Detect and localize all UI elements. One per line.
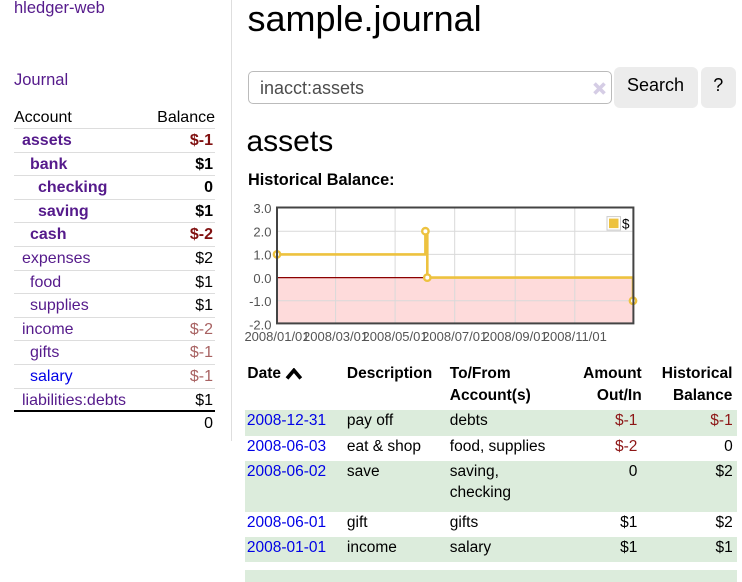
svg-text:3.0: 3.0	[253, 201, 271, 216]
svg-text:2.0: 2.0	[253, 224, 271, 239]
svg-text:2008/11/01: 2008/11/01	[543, 329, 607, 344]
svg-text:0.0: 0.0	[253, 271, 271, 286]
svg-text:$: $	[622, 217, 630, 232]
svg-text:-1.0: -1.0	[249, 294, 271, 309]
svg-text:2008/05/01: 2008/05/01	[363, 329, 428, 344]
svg-text:2008/01/01: 2008/01/01	[244, 329, 309, 344]
svg-text:-2.0: -2.0	[249, 317, 271, 332]
svg-text:2008/09/01: 2008/09/01	[483, 329, 548, 344]
svg-text:2008/03/01: 2008/03/01	[303, 329, 368, 344]
svg-text:1.0: 1.0	[253, 248, 271, 263]
svg-text:2008/07/01: 2008/07/01	[422, 329, 487, 344]
